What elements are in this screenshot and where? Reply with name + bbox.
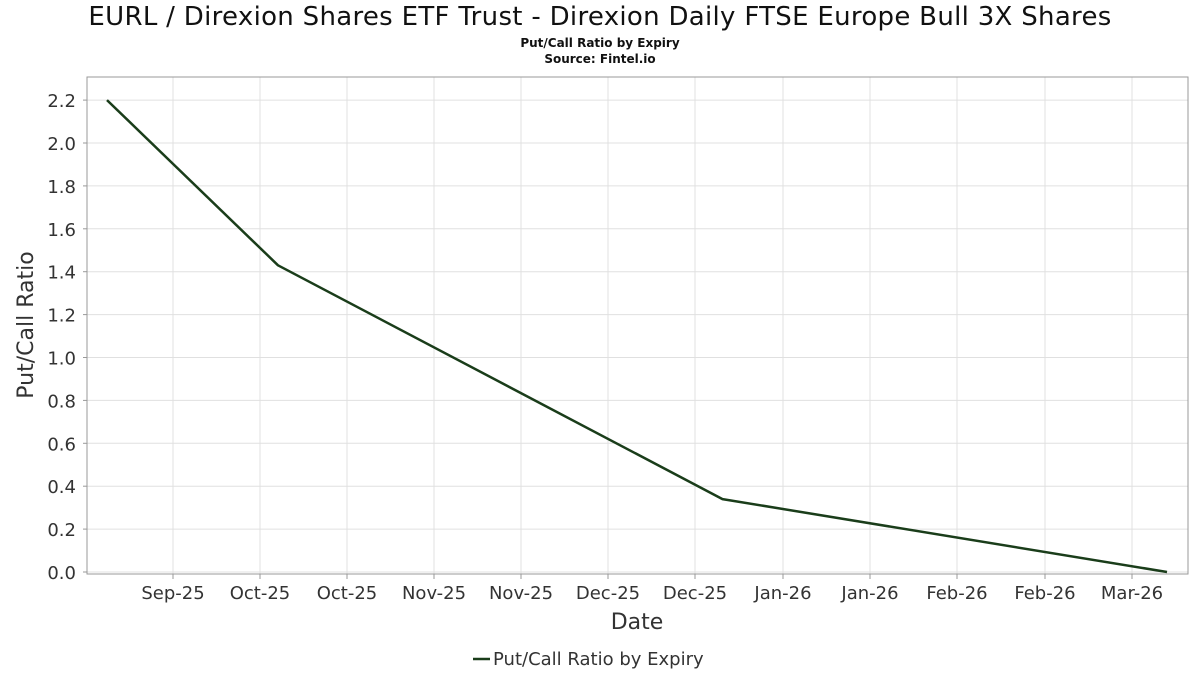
y-tick-label: 1.6 [47, 220, 76, 241]
x-tick-label: Oct-25 [317, 583, 378, 604]
x-tick-label: Nov-25 [402, 583, 466, 604]
chart-title: EURL / Direxion Shares ETF Trust - Direx… [88, 2, 1112, 32]
x-axis-ticks: Sep-25 Oct-25 Oct-25 Nov-25 Nov-25 Dec-25 Dec-… [141, 574, 1163, 604]
x-tick-label: Jan-26 [753, 583, 811, 604]
grid-lines [87, 77, 1188, 574]
x-axis-label: Date [611, 610, 664, 635]
y-tick-label: 1.4 [47, 263, 76, 284]
x-tick-label: Dec-25 [663, 583, 727, 604]
y-tick-label: 2.2 [47, 91, 76, 112]
series-layer [106, 99, 1168, 574]
y-axis-ticks: 0.0 0.2 0.4 0.6 0.8 1.0 1.2 1.4 1.6 1.8 2.0 2.2 [47, 91, 87, 584]
chart-source: Source: Fintel.io [544, 52, 656, 66]
x-tick-label: Mar-26 [1101, 583, 1163, 604]
y-tick-label: 0.2 [47, 520, 76, 541]
x-tick-label: Feb-26 [926, 583, 987, 604]
x-tick-label: Jan-26 [840, 583, 898, 604]
y-tick-label: 0.0 [47, 563, 76, 584]
y-tick-label: 0.6 [47, 434, 76, 455]
y-tick-label: 0.4 [47, 477, 76, 498]
y-tick-label: 1.8 [47, 177, 76, 198]
series-line [106, 99, 1168, 574]
y-tick-label: 2.0 [47, 134, 76, 155]
x-tick-label: Dec-25 [576, 583, 640, 604]
y-axis-label: Put/Call Ratio [14, 251, 39, 398]
x-tick-label: Oct-25 [230, 583, 291, 604]
x-tick-label: Nov-25 [489, 583, 553, 604]
legend: Put/Call Ratio by Expiry [473, 649, 704, 670]
y-tick-label: 0.8 [47, 391, 76, 412]
y-tick-label: 1.2 [47, 306, 76, 327]
x-tick-label: Feb-26 [1014, 583, 1075, 604]
legend-label: Put/Call Ratio by Expiry [493, 649, 704, 670]
chart-subtitle: Put/Call Ratio by Expiry [520, 36, 680, 50]
x-tick-label: Sep-25 [141, 583, 204, 604]
y-tick-label: 1.0 [47, 349, 76, 370]
plot-area-frame [86, 76, 1189, 575]
